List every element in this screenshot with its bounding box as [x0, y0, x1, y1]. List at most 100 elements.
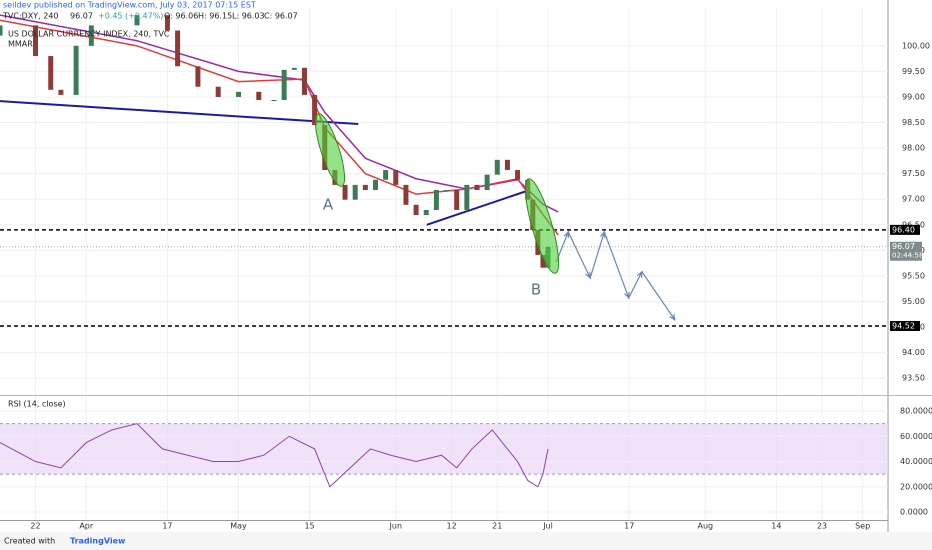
y-tick-label: 60.0000 — [900, 432, 932, 441]
y-tick-label: 97.00 — [902, 195, 925, 204]
x-tick-label: 17 — [624, 522, 634, 531]
candle — [413, 204, 419, 216]
level-tag — [890, 224, 920, 235]
brand[interactable]: TradingView — [70, 537, 126, 546]
symbol: TVC:DXY, 240 — [2, 12, 59, 21]
candle — [494, 159, 500, 175]
y-tick-label: 97.50 — [902, 169, 925, 178]
candle — [403, 184, 409, 205]
annotation: A — [323, 196, 334, 214]
arrow-head — [585, 271, 591, 280]
y-tick-label: 98.00 — [902, 144, 925, 153]
x-tick-label: Aug — [698, 522, 714, 531]
rsi-line — [0, 423, 549, 488]
candle — [372, 179, 378, 190]
change: +0.45 (+0.47%) — [98, 12, 163, 21]
x-tick-label: Jun — [389, 522, 403, 531]
ohlc: O: 96.06 — [164, 12, 198, 21]
arrow-head — [600, 230, 606, 238]
y-tick-label: 98.50 — [902, 118, 925, 127]
candle — [134, 15, 140, 26]
y-tick-label: 93.50 — [902, 374, 925, 383]
candle — [0, 25, 3, 36]
candle — [281, 69, 287, 101]
last-price-tag — [890, 241, 922, 261]
candle — [393, 170, 399, 185]
annotation: B — [531, 281, 541, 299]
candle — [540, 254, 546, 268]
candle — [271, 100, 277, 102]
candle — [88, 25, 94, 46]
level-label: 96.40 — [892, 225, 915, 234]
candle — [454, 189, 460, 210]
ohlc: H: 96.15 — [198, 12, 232, 21]
candle — [73, 45, 79, 95]
publisher: seildev published on TradingView.com, Ju… — [3, 1, 256, 10]
candle — [383, 170, 389, 180]
candle — [33, 25, 39, 57]
arrow-head — [636, 270, 643, 278]
candle — [464, 184, 470, 210]
candle — [474, 184, 480, 190]
highlight-b — [524, 178, 560, 274]
arrow-head — [624, 291, 630, 300]
candle — [362, 184, 368, 190]
candle — [484, 174, 490, 190]
x-tick-label: May — [230, 522, 247, 531]
candle — [235, 91, 241, 97]
x-tick-label: 12 — [447, 522, 457, 531]
trendline — [426, 189, 531, 226]
candle — [301, 67, 307, 95]
y-tick-label: 95.50 — [902, 271, 925, 280]
y-tick-label: 99.50 — [902, 67, 925, 76]
y-tick-label: 40.0000 — [900, 457, 932, 466]
y-tick-label: 99.00 — [902, 92, 925, 101]
candle — [195, 66, 201, 87]
y-tick-label: 0.0000 — [900, 508, 928, 517]
ohlc: C: 96.07 — [264, 12, 298, 21]
y-tick-label: 20.0000 — [900, 482, 932, 491]
candle — [58, 89, 64, 95]
legend: US DOLLAR CURRENCY INDEX, 240, TVC — [8, 30, 170, 39]
candle — [504, 159, 510, 171]
candle — [423, 209, 429, 216]
footer-text: Created with — [4, 537, 55, 546]
x-tick-label: Apr — [79, 522, 94, 531]
candle — [291, 67, 297, 70]
arrow-head — [669, 313, 676, 322]
candle — [342, 184, 348, 200]
y-tick-label: 80.0000 — [900, 407, 932, 416]
y-tick-label: 94.00 — [902, 348, 925, 357]
candle — [515, 170, 521, 180]
candle — [48, 56, 54, 90]
x-tick-label: 21 — [492, 522, 502, 531]
x-tick-label: 17 — [162, 522, 172, 531]
level-tag — [890, 320, 920, 331]
countdown: 02:44:58 — [892, 252, 923, 260]
candle — [256, 91, 262, 101]
y-tick-label: 100.00 — [902, 41, 930, 50]
price: 96.07 — [70, 12, 93, 21]
y-tick-label: 95.00 — [902, 297, 925, 306]
x-tick-label: Jul — [542, 522, 553, 531]
indicator: MMAR — [8, 40, 33, 49]
trendline — [0, 100, 359, 126]
x-tick-label: 23 — [817, 522, 827, 531]
candle — [352, 184, 358, 200]
highlight-a — [314, 113, 346, 187]
last-price-label: 96.07 — [892, 242, 915, 251]
arrow-head — [563, 230, 570, 238]
x-tick-label: Sep — [855, 522, 870, 531]
candle — [433, 189, 439, 210]
candle — [215, 86, 221, 97]
x-tick-label: 14 — [771, 522, 781, 531]
candle — [312, 94, 318, 126]
candle — [444, 189, 450, 191]
x-tick-label: 15 — [304, 522, 314, 531]
rsi-title: RSI (14, close) — [8, 400, 66, 409]
x-tick-label: 22 — [30, 522, 40, 531]
y-tick-label: 96.50 — [902, 220, 925, 229]
rsi-band — [0, 423, 888, 475]
candle — [175, 30, 181, 67]
